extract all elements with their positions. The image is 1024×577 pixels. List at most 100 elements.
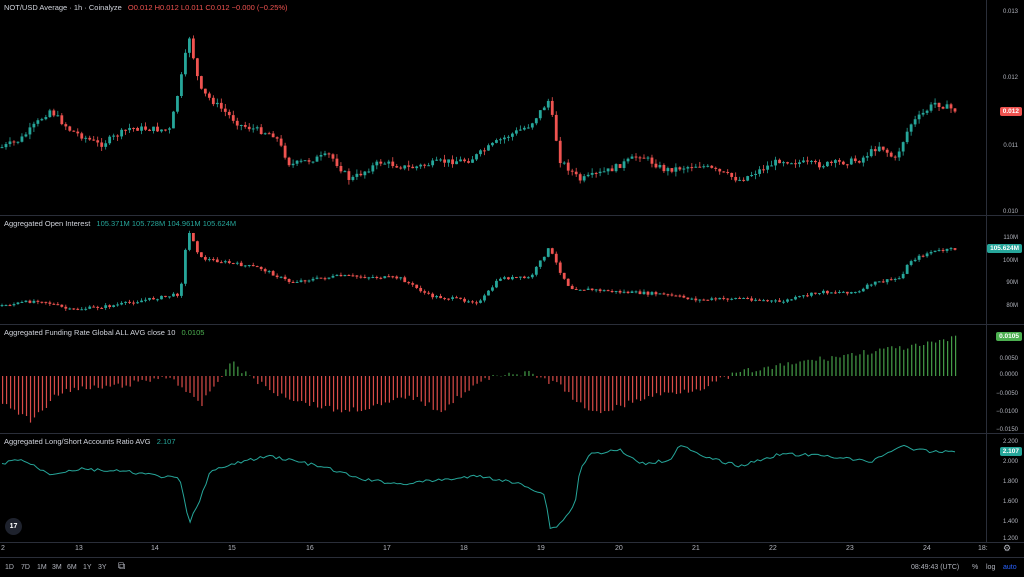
range-1m-button[interactable]: 1M <box>37 564 47 571</box>
open-interest-pane[interactable]: Aggregated Open Interest 105.371M 105.72… <box>0 216 1024 325</box>
auto-toggle[interactable]: auto <box>1003 564 1017 571</box>
candle <box>423 164 427 166</box>
candle <box>319 277 323 279</box>
funding-bar <box>356 376 359 412</box>
range-1d-button[interactable]: 1D <box>5 564 14 571</box>
candle <box>255 127 259 129</box>
candle <box>562 272 566 279</box>
candle <box>861 288 865 292</box>
ls-last-label: 2.107 <box>999 447 1022 456</box>
candle <box>351 176 355 180</box>
range-1y-button[interactable]: 1Y <box>83 564 92 571</box>
price-candles <box>0 35 957 185</box>
settings-gear-icon[interactable]: ⚙ <box>1003 543 1012 553</box>
funding-bar <box>29 376 32 423</box>
candle <box>670 294 674 296</box>
symbol-label[interactable]: NOT/USD Average · 1h · Coinalyze <box>4 3 122 12</box>
time-axis[interactable]: 2 13 14 15 16 17 18 19 20 21 22 23 24 18… <box>0 543 1024 557</box>
candle <box>638 157 642 159</box>
funding-rate-pane[interactable]: Aggregated Funding Rate Global ALL AVG c… <box>0 325 1024 434</box>
candle <box>794 163 797 165</box>
oi-scale[interactable]: 110M 100M 90M 80M 105.624M <box>986 216 1024 324</box>
oi-open: 105.371M <box>96 219 130 228</box>
candle <box>766 165 769 170</box>
candle <box>455 161 458 165</box>
candle <box>794 296 797 300</box>
candle <box>371 276 375 278</box>
candle <box>335 274 339 276</box>
candle <box>195 58 199 77</box>
funding-bar <box>265 376 267 387</box>
candle <box>921 112 925 115</box>
funding-bar <box>193 376 195 397</box>
time-tick: 14 <box>151 545 159 552</box>
funding-bar <box>13 376 16 410</box>
candle <box>881 146 885 150</box>
candle <box>570 285 574 289</box>
funding-bar <box>101 376 103 389</box>
candle <box>180 283 183 296</box>
log-toggle[interactable]: log <box>986 564 996 571</box>
funding-bar <box>655 376 658 394</box>
candle <box>36 300 40 302</box>
candle <box>646 291 650 295</box>
funding-bar <box>129 376 131 387</box>
percent-toggle[interactable]: % <box>972 564 979 571</box>
candle <box>837 291 841 293</box>
candle <box>20 136 24 142</box>
candle <box>594 172 598 174</box>
candle <box>164 129 167 131</box>
funding-bar <box>887 347 889 376</box>
range-7d-button[interactable]: 7D <box>21 564 30 571</box>
price-scale[interactable]: 0.013 0.012 0.011 0.010 0.012 <box>986 0 1024 215</box>
candle <box>136 127 139 131</box>
long-short-pane[interactable]: Aggregated Long/Short Accounts Ratio AVG… <box>0 434 1024 543</box>
funding-bar <box>787 362 789 376</box>
funding-bar <box>352 376 355 408</box>
candle <box>411 283 415 285</box>
candle <box>275 137 279 139</box>
ls-tick: 1.800 <box>1002 479 1018 485</box>
open-value: O0.012 <box>127 3 153 12</box>
candle <box>459 297 462 299</box>
candle <box>363 171 367 176</box>
tradingview-logo[interactable]: 17 <box>5 518 22 535</box>
ls-scale[interactable]: 2.200 2.000 1.800 1.600 1.400 1.200 2.10… <box>986 434 1024 542</box>
funding-bar <box>253 376 255 379</box>
candle <box>953 248 957 250</box>
candle <box>602 290 606 292</box>
range-3m-button[interactable]: 3M <box>52 564 62 571</box>
candle <box>841 161 845 165</box>
price-pane[interactable]: NOT/USD Average · 1h · Coinalyze O0.012 … <box>0 0 1024 216</box>
funding-bar <box>568 376 570 393</box>
candle <box>331 275 335 278</box>
candle <box>0 147 4 149</box>
candle <box>271 271 275 276</box>
date-range-calendar-icon[interactable]: ⧉ <box>118 561 126 572</box>
candle <box>666 294 670 296</box>
funding-bar <box>9 376 12 409</box>
candle <box>152 126 155 131</box>
candle <box>658 165 662 168</box>
funding-bar <box>951 336 953 376</box>
funding-bar <box>452 376 454 404</box>
funding-bar <box>731 372 733 376</box>
funding-bar <box>133 376 135 381</box>
clock-time[interactable]: 08:49:43 (UTC) <box>911 564 960 571</box>
candle <box>909 124 913 132</box>
candle <box>630 156 634 159</box>
funding-last-label: 0.0105 <box>996 332 1022 341</box>
funding-bar <box>225 369 227 376</box>
candle <box>670 168 674 172</box>
candle <box>662 293 666 295</box>
time-tick: 18: <box>978 545 988 552</box>
funding-bar <box>803 360 805 376</box>
low-value: L0.011 <box>180 3 204 12</box>
candle <box>638 291 642 295</box>
funding-bar <box>795 363 797 376</box>
candle <box>52 110 56 116</box>
funding-scale[interactable]: 0.0050 0.0000 −0.0050 −0.0100 −0.0150 0.… <box>986 325 1024 433</box>
range-3y-button[interactable]: 3Y <box>98 564 107 571</box>
candle <box>475 302 478 304</box>
range-6m-button[interactable]: 6M <box>67 564 77 571</box>
